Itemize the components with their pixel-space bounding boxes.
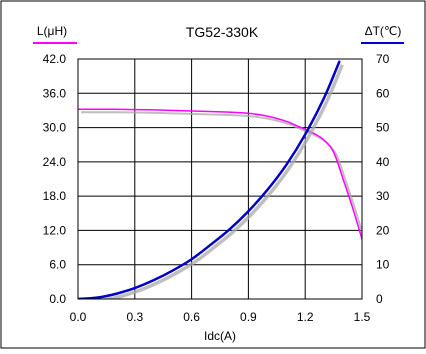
y-left-tick-label: 24.0 (43, 155, 67, 169)
series-layer (78, 60, 362, 299)
temperature-series-group (78, 60, 344, 299)
inductance-series-line (78, 108, 362, 240)
y-right-tick-label: 40 (376, 155, 390, 169)
y-right-tick-label: 0 (376, 292, 383, 306)
y-right-tick-label: 60 (376, 86, 390, 100)
chart-title: TG52-330K (186, 24, 259, 40)
y-right-tick-label: 50 (376, 121, 390, 135)
y-right-tick-label: 30 (376, 189, 390, 203)
temperature-series-line (78, 60, 341, 299)
y-right-tick-label: 20 (376, 223, 390, 237)
y-left-tick-label: 30.0 (43, 121, 67, 135)
x-tick-label: 0.0 (70, 310, 87, 324)
x-tick-label: 0.3 (126, 310, 143, 324)
left-axis-label: L(μH) (37, 24, 67, 38)
x-axis-label: Idc(A) (204, 329, 236, 343)
x-tick-label: 1.5 (354, 310, 371, 324)
temperature-series-shadow (98, 64, 344, 299)
x-tick-label: 0.6 (183, 310, 200, 324)
tick-labels: 0.0 0.3 0.6 0.9 1.2 1.5 0.0 6.0 12.0 18.0 24.0 30.0… (43, 52, 390, 324)
y-left-tick-label: 0.0 (49, 292, 66, 306)
y-right-tick-label: 70 (376, 52, 390, 66)
grid-lines (78, 59, 362, 299)
y-left-tick-label: 36.0 (43, 86, 67, 100)
y-left-tick-label: 18.0 (43, 189, 67, 203)
inductance-series-shadow (80, 111, 362, 236)
y-left-tick-label: 42.0 (43, 52, 67, 66)
inductance-series-group (78, 108, 362, 240)
y-left-tick-label: 6.0 (49, 258, 66, 272)
plot-frame (77, 58, 363, 300)
y-left-tick-label: 12.0 (43, 223, 67, 237)
y-right-tick-label: 10 (376, 258, 390, 272)
x-tick-label: 1.2 (297, 310, 314, 324)
x-tick-label: 0.9 (240, 310, 257, 324)
right-axis-label: ΔT(℃) (365, 24, 402, 38)
